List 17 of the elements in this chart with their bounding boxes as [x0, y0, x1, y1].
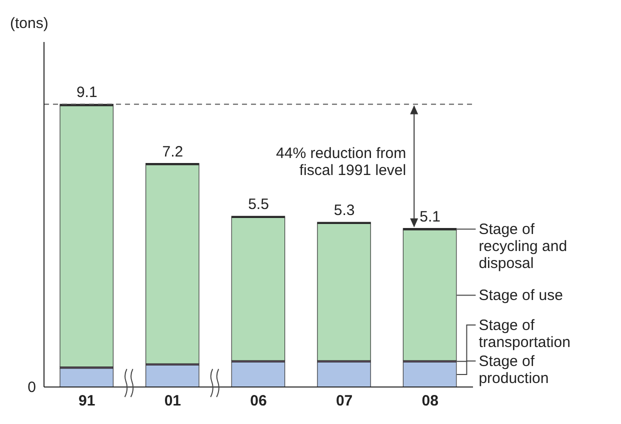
x-tick-label: 01	[164, 392, 182, 410]
annotation: 9.1	[76, 84, 98, 102]
x-tick-label: 08	[422, 392, 438, 410]
annotation: 5.5	[248, 196, 269, 214]
series-label: Stage of transportation	[478, 317, 570, 351]
x-tick-label: 06	[250, 392, 267, 410]
annotation: 5.1	[420, 208, 441, 226]
series-label: Stage of use	[478, 287, 563, 304]
y-axis-title: (tons)	[10, 15, 48, 32]
series-label: Stage of production	[478, 353, 549, 387]
x-tick-label: 07	[336, 392, 353, 410]
annotation: 44% reduction from fiscal 1991 level	[276, 144, 406, 179]
annotation: 7.2	[162, 143, 184, 160]
annotation: 5.3	[334, 202, 355, 220]
series-label: Stage of recycling and disposal	[478, 221, 568, 272]
text: 0	[28, 379, 36, 396]
x-tick-label: 91	[78, 392, 96, 410]
